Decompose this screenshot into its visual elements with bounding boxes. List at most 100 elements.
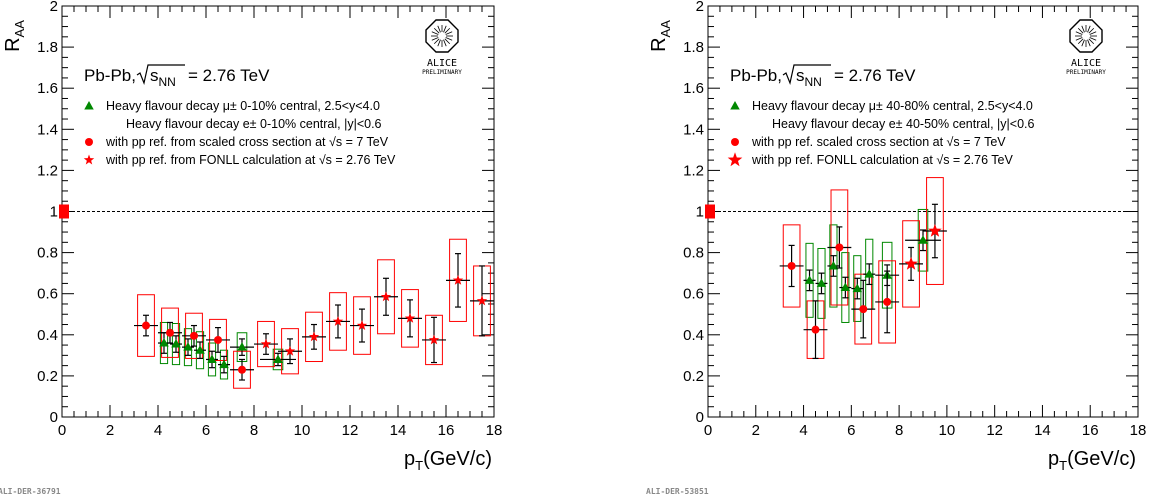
- data-point-circle: [214, 335, 222, 344]
- y-axis-title: RAA: [2, 20, 27, 52]
- y-tick-label: 1.6: [683, 80, 704, 97]
- system-sqrt-sub: NN: [159, 75, 176, 89]
- system-label: Pb-Pb,: [84, 66, 136, 85]
- y-tick-label: 0.4: [37, 327, 58, 344]
- alice-logo-ray: [437, 25, 441, 33]
- alice-logo-ray: [445, 37, 453, 41]
- data-point-star: [284, 345, 296, 356]
- x-tick-label: 0: [58, 422, 66, 439]
- x-tick-label: 10: [939, 422, 956, 439]
- alice-logo-ray: [1088, 38, 1095, 45]
- data-point-triangle: [852, 283, 863, 293]
- panel-2: 0 2 4 6 8 10 12 14 16 18 0 0.2 0.4 0.6 0.8 1 1.2 1.4 1.6 1.…: [646, 0, 1146, 496]
- data-point-star: [308, 331, 320, 342]
- alice-logo-ray: [437, 39, 441, 47]
- y-axis-title: RAA: [648, 20, 673, 52]
- legend-entry: with pp ref. from FONLL calculation at √…: [105, 153, 396, 167]
- y-tick-label: 1.4: [37, 121, 58, 138]
- legend-marker-triangle: [730, 101, 740, 110]
- x-tick-label: 18: [1130, 422, 1147, 439]
- x-axis-title-unit: (GeV/c): [423, 448, 492, 470]
- system-sqrt-sub: NN: [805, 75, 822, 89]
- data-point-circle: [142, 321, 150, 330]
- series-points-triangle: [158, 332, 296, 374]
- image-id: ALI-DER-36791: [0, 487, 61, 496]
- alice-logo-ray: [1089, 31, 1097, 35]
- data-point-circle: [835, 243, 844, 252]
- image-id: ALI-DER-53851: [646, 487, 709, 496]
- alice-logo-text: ALICE: [1071, 58, 1101, 69]
- system-sqrt-s: sNN: [796, 66, 822, 89]
- alice-logo-ray: [444, 27, 451, 34]
- series-points-star: [254, 253, 494, 365]
- x-axis-title-main: p: [1048, 448, 1059, 470]
- x-tick-label: 12: [342, 422, 359, 439]
- alice-logo-ray: [1075, 31, 1083, 35]
- data-point-triangle: [828, 260, 839, 270]
- normalization-uncertainty-box: [59, 204, 69, 219]
- alice-logo-ray: [1087, 39, 1091, 47]
- legend-marker-triangle: [84, 101, 94, 110]
- y-tick-label: 0.4: [683, 327, 704, 344]
- y-axis-title-sub: AA: [658, 20, 673, 38]
- x-axis-title: pT(GeV/c): [404, 448, 492, 473]
- alice-logo-ray: [433, 38, 440, 45]
- data-point-circle: [811, 325, 820, 334]
- data-point-circle: [166, 328, 174, 337]
- x-tick-label: 18: [486, 422, 503, 439]
- data-point-triangle: [219, 359, 229, 369]
- x-tick-label: 4: [154, 422, 162, 439]
- legend-marker-star: [727, 152, 743, 167]
- alice-logo-ray: [1087, 25, 1091, 33]
- legend-entry: with pp ref. FONLL calculation at √s = 2…: [751, 153, 1013, 167]
- data-point-circle: [859, 305, 868, 314]
- data-point-circle: [238, 365, 246, 374]
- y-tick-label: 1.8: [683, 39, 704, 56]
- x-tick-label: 16: [1082, 422, 1099, 439]
- y-tick-label: 1: [50, 204, 58, 221]
- data-point-star: [904, 256, 918, 270]
- system-energy: = 2.76 TeV: [188, 66, 270, 85]
- alice-logo-ray: [443, 39, 447, 47]
- y-tick-label: 1.2: [683, 162, 704, 179]
- x-tick-label: 2: [752, 422, 760, 439]
- y-tick-label: 0.8: [683, 245, 704, 262]
- x-tick-label: 4: [799, 422, 807, 439]
- alice-logo-subtext: PRELIMINARY: [1066, 69, 1106, 76]
- data-point-triangle: [816, 278, 827, 287]
- legend-marker-star: [83, 154, 95, 165]
- alice-logo-octagon: [1069, 19, 1103, 53]
- y-tick-label: 0.2: [37, 368, 58, 385]
- legend-entry: with pp ref. scaled cross section at √s …: [751, 135, 1006, 149]
- alice-logo-text: ALICE: [427, 58, 457, 69]
- series-points-circle: [779, 226, 900, 360]
- x-tick-label: 6: [202, 422, 210, 439]
- data-point-triangle: [183, 342, 193, 351]
- x-axis-title-main: p: [404, 448, 415, 470]
- y-tick-label: 2: [50, 0, 58, 15]
- alice-logo-subtext: PRELIMINARY: [422, 69, 462, 76]
- data-point-triangle: [237, 342, 247, 351]
- y-tick-label: 1.8: [37, 39, 58, 56]
- system-sqrt-s: sNN: [150, 66, 176, 89]
- alice-logo-ray: [431, 37, 439, 41]
- alice-logo-ray: [1089, 37, 1097, 41]
- data-point-star: [380, 291, 392, 302]
- legend-marker-circle: [85, 138, 93, 146]
- data-point-circle: [787, 261, 796, 270]
- legend-entry: Heavy flavour decay μ± 40-80% central, 2…: [752, 99, 1033, 113]
- y-axis-title-main: R: [2, 37, 24, 51]
- x-axis-title-sub: T: [1059, 458, 1067, 473]
- y-axis-title-main: R: [648, 37, 670, 51]
- y-tick-label: 0.6: [37, 286, 58, 303]
- x-axis-title-sub: T: [415, 458, 423, 473]
- y-tick-label: 1.4: [683, 121, 704, 138]
- x-tick-label: 12: [986, 422, 1003, 439]
- y-tick-label: 1: [696, 204, 704, 221]
- x-axis-title: pT(GeV/c): [1048, 448, 1136, 473]
- alice-logo-ray: [1081, 39, 1085, 47]
- alice-logo-ray: [1075, 37, 1083, 41]
- normalization-uncertainty-box: [705, 204, 715, 219]
- series-points-star: [899, 203, 947, 281]
- data-point-triangle: [159, 338, 169, 347]
